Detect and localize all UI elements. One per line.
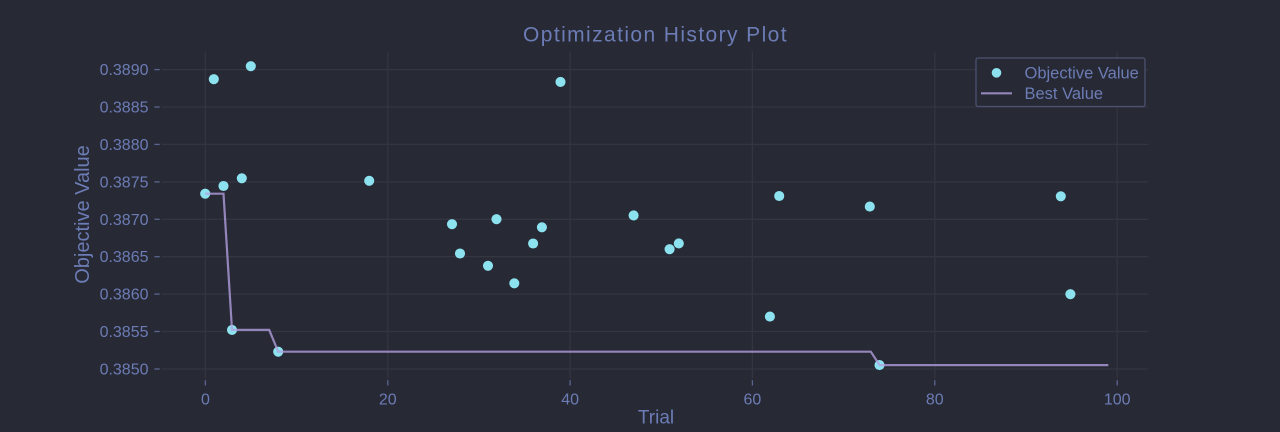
svg-text:Trial: Trial xyxy=(638,408,674,428)
svg-text:60: 60 xyxy=(744,392,762,409)
svg-text:80: 80 xyxy=(926,392,944,409)
svg-text:40: 40 xyxy=(561,392,579,409)
svg-text:0.3885: 0.3885 xyxy=(100,100,149,117)
svg-text:Objective Value: Objective Value xyxy=(1025,64,1139,82)
svg-text:Objective Value: Objective Value xyxy=(72,145,94,284)
svg-text:0.3850: 0.3850 xyxy=(100,362,149,379)
svg-text:20: 20 xyxy=(379,392,397,409)
svg-text:0.3875: 0.3875 xyxy=(100,174,149,191)
svg-text:0.3890: 0.3890 xyxy=(100,62,149,79)
svg-text:0: 0 xyxy=(201,392,210,409)
svg-text:0.3855: 0.3855 xyxy=(100,324,149,341)
svg-text:100: 100 xyxy=(1104,392,1131,409)
svg-text:Optimization History Plot: Optimization History Plot xyxy=(523,24,788,47)
svg-text:0.3865: 0.3865 xyxy=(100,249,149,266)
svg-text:0.3870: 0.3870 xyxy=(100,212,149,229)
svg-text:0.3860: 0.3860 xyxy=(100,287,149,304)
svg-text:Best Value: Best Value xyxy=(1025,85,1104,103)
svg-text:0.3880: 0.3880 xyxy=(100,137,149,154)
